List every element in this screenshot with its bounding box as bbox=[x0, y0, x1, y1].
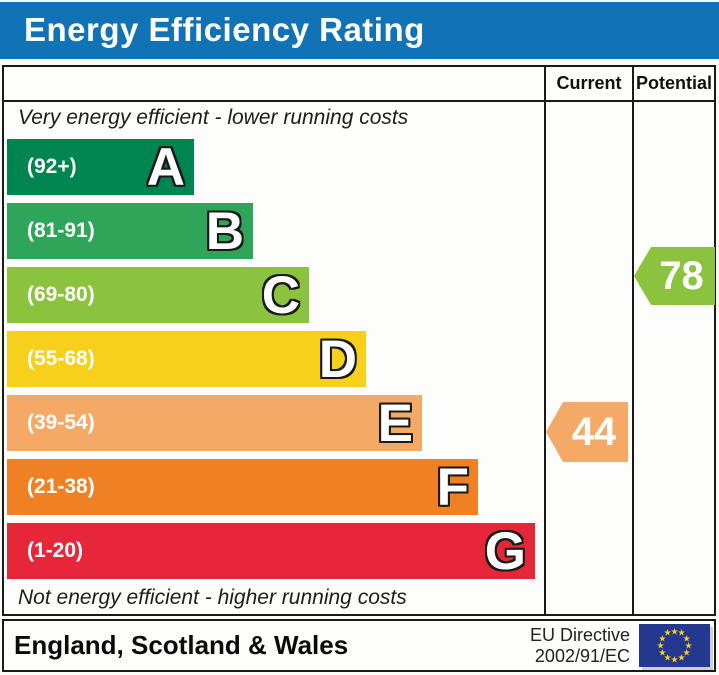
column-divider-potential bbox=[632, 65, 634, 616]
band-bar-d: (55-68) D bbox=[7, 331, 366, 387]
band-letter: C bbox=[261, 265, 300, 325]
band-bar-f: (21-38) F bbox=[7, 459, 478, 515]
band-letter: A bbox=[146, 137, 185, 197]
eu-star-icon: ★ bbox=[663, 652, 672, 663]
caption-not-efficient: Not energy efficient - higher running co… bbox=[18, 586, 407, 609]
eu-star-icon: ★ bbox=[677, 652, 686, 663]
band-letter: B bbox=[205, 201, 244, 261]
band-letter: F bbox=[436, 457, 469, 517]
band-bar-g: (1-20) G bbox=[7, 523, 535, 579]
column-header-current: Current bbox=[556, 72, 622, 93]
eu-star-icon: ★ bbox=[677, 627, 686, 638]
eu-star-icon: ★ bbox=[684, 640, 693, 650]
band-range-label: (39-54) bbox=[27, 411, 95, 434]
eu-star-icon: ★ bbox=[670, 654, 679, 664]
eu-directive-label: EU Directive 2002/91/EC bbox=[530, 625, 630, 667]
eu-star-icon: ★ bbox=[670, 626, 679, 636]
eu-star-icon: ★ bbox=[656, 640, 665, 650]
band-range-label: (92+) bbox=[27, 155, 77, 178]
eu-star-icon: ★ bbox=[663, 627, 672, 638]
band-range-label: (69-80) bbox=[27, 283, 95, 306]
band-range-label: (55-68) bbox=[27, 347, 95, 370]
eu-flag-icon: ★ ★ ★ ★ ★ ★ ★ ★ ★ ★ ★ ★ bbox=[639, 624, 710, 667]
potential-rating-value: 78 bbox=[659, 254, 704, 298]
column-header-potential: Potential bbox=[635, 72, 712, 93]
band-letter: D bbox=[318, 329, 357, 389]
band-bar-a: (92+) A bbox=[7, 139, 194, 195]
potential-rating-arrow: 78 bbox=[634, 247, 715, 305]
title-bar: Energy Efficiency Rating bbox=[0, 2, 719, 59]
eu-star-icon: ★ bbox=[682, 633, 691, 643]
band-letter: E bbox=[377, 393, 413, 453]
current-rating-arrow: 44 bbox=[546, 402, 628, 462]
band-bar-e: (39-54) E bbox=[7, 395, 422, 451]
page-title: Energy Efficiency Rating bbox=[24, 11, 425, 48]
band-range-label: (21-38) bbox=[27, 475, 95, 498]
column-divider-current bbox=[544, 65, 546, 616]
eu-directive-line1: EU Directive bbox=[529, 624, 630, 645]
band-range-label: (81-91) bbox=[27, 219, 95, 242]
footer-bar: England, Scotland & Wales EU Directive 2… bbox=[2, 619, 716, 672]
eu-star-icon: ★ bbox=[682, 647, 691, 657]
eu-directive-line2: 2002/91/EC bbox=[534, 645, 630, 666]
band-range-label: (1-20) bbox=[27, 539, 84, 562]
eu-star-icon: ★ bbox=[658, 633, 667, 643]
band-letter: G bbox=[484, 521, 526, 581]
band-bar-b: (81-91) B bbox=[7, 203, 253, 259]
header-divider bbox=[2, 100, 716, 102]
caption-very-efficient: Very energy efficient - lower running co… bbox=[18, 106, 409, 129]
region-label: England, Scotland & Wales bbox=[14, 630, 349, 660]
eu-star-icon: ★ bbox=[658, 647, 667, 657]
current-rating-value: 44 bbox=[571, 410, 617, 454]
band-bar-c: (69-80) C bbox=[7, 267, 309, 323]
